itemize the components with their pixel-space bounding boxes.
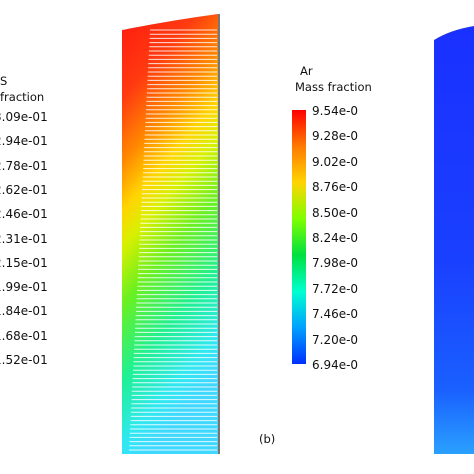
right-legend-tick-label: 7.72e-0 [312, 281, 359, 296]
left-legend-tick-label: 2.31e-01 [0, 231, 48, 246]
right-legend-tick-label: 7.20e-0 [312, 332, 359, 347]
left-legend-title-line2: fraction [0, 90, 45, 104]
left-legend-tick-label: 2.15e-01 [0, 255, 48, 270]
right-legend-tick-label: 8.50e-0 [312, 205, 359, 220]
colorbar [292, 110, 306, 364]
panel-label-b: (b) [259, 432, 276, 446]
left-legend-title-line1: S [0, 74, 8, 88]
white-flow-lines [129, 29, 217, 451]
contour-field-c [434, 26, 474, 454]
left-legend-tick-label: 1.84e-01 [0, 304, 48, 319]
right-legend-tick-label: 7.98e-0 [312, 256, 359, 271]
contour-field-a [122, 14, 218, 454]
right-legend-tick-label: 6.94e-0 [312, 358, 359, 372]
right-legend-tick-label: 8.24e-0 [312, 231, 359, 245]
right-legend-title-line1: Ar [300, 64, 313, 78]
left-legend-tick-label: 2.46e-01 [0, 207, 48, 222]
left-legend: S fraction 3.09e-01 2.94e-01 2.78e-01 2.62e… [0, 74, 70, 374]
left-legend-tick-label: 2.94e-01 [0, 134, 48, 149]
left-legend-tick-label: 1.68e-01 [0, 328, 48, 343]
left-legend-tick-label: 1.52e-01 [0, 353, 48, 367]
contour-plot-c [434, 26, 474, 454]
right-legend-tick-label: 9.02e-0 [312, 154, 359, 169]
right-legend: Ar Mass fraction 9.54e-0 9.28e-0 9.02e-0 8.… [292, 64, 402, 384]
left-legend-tick-label: 3.09e-01 [0, 110, 48, 124]
left-legend-tick-label: 2.78e-01 [0, 158, 48, 173]
right-legend-tick-label: 7.46e-0 [312, 307, 359, 322]
contour-plot-a [122, 14, 220, 454]
right-legend-tick-label: 8.76e-0 [312, 180, 359, 195]
right-legend-tick-label: 9.28e-0 [312, 129, 359, 144]
right-legend-title-line2: Mass fraction [295, 80, 372, 94]
left-legend-tick-label: 1.99e-01 [0, 280, 48, 295]
right-legend-tick-label: 9.54e-0 [312, 104, 359, 118]
left-legend-tick-label: 2.62e-01 [0, 182, 48, 197]
